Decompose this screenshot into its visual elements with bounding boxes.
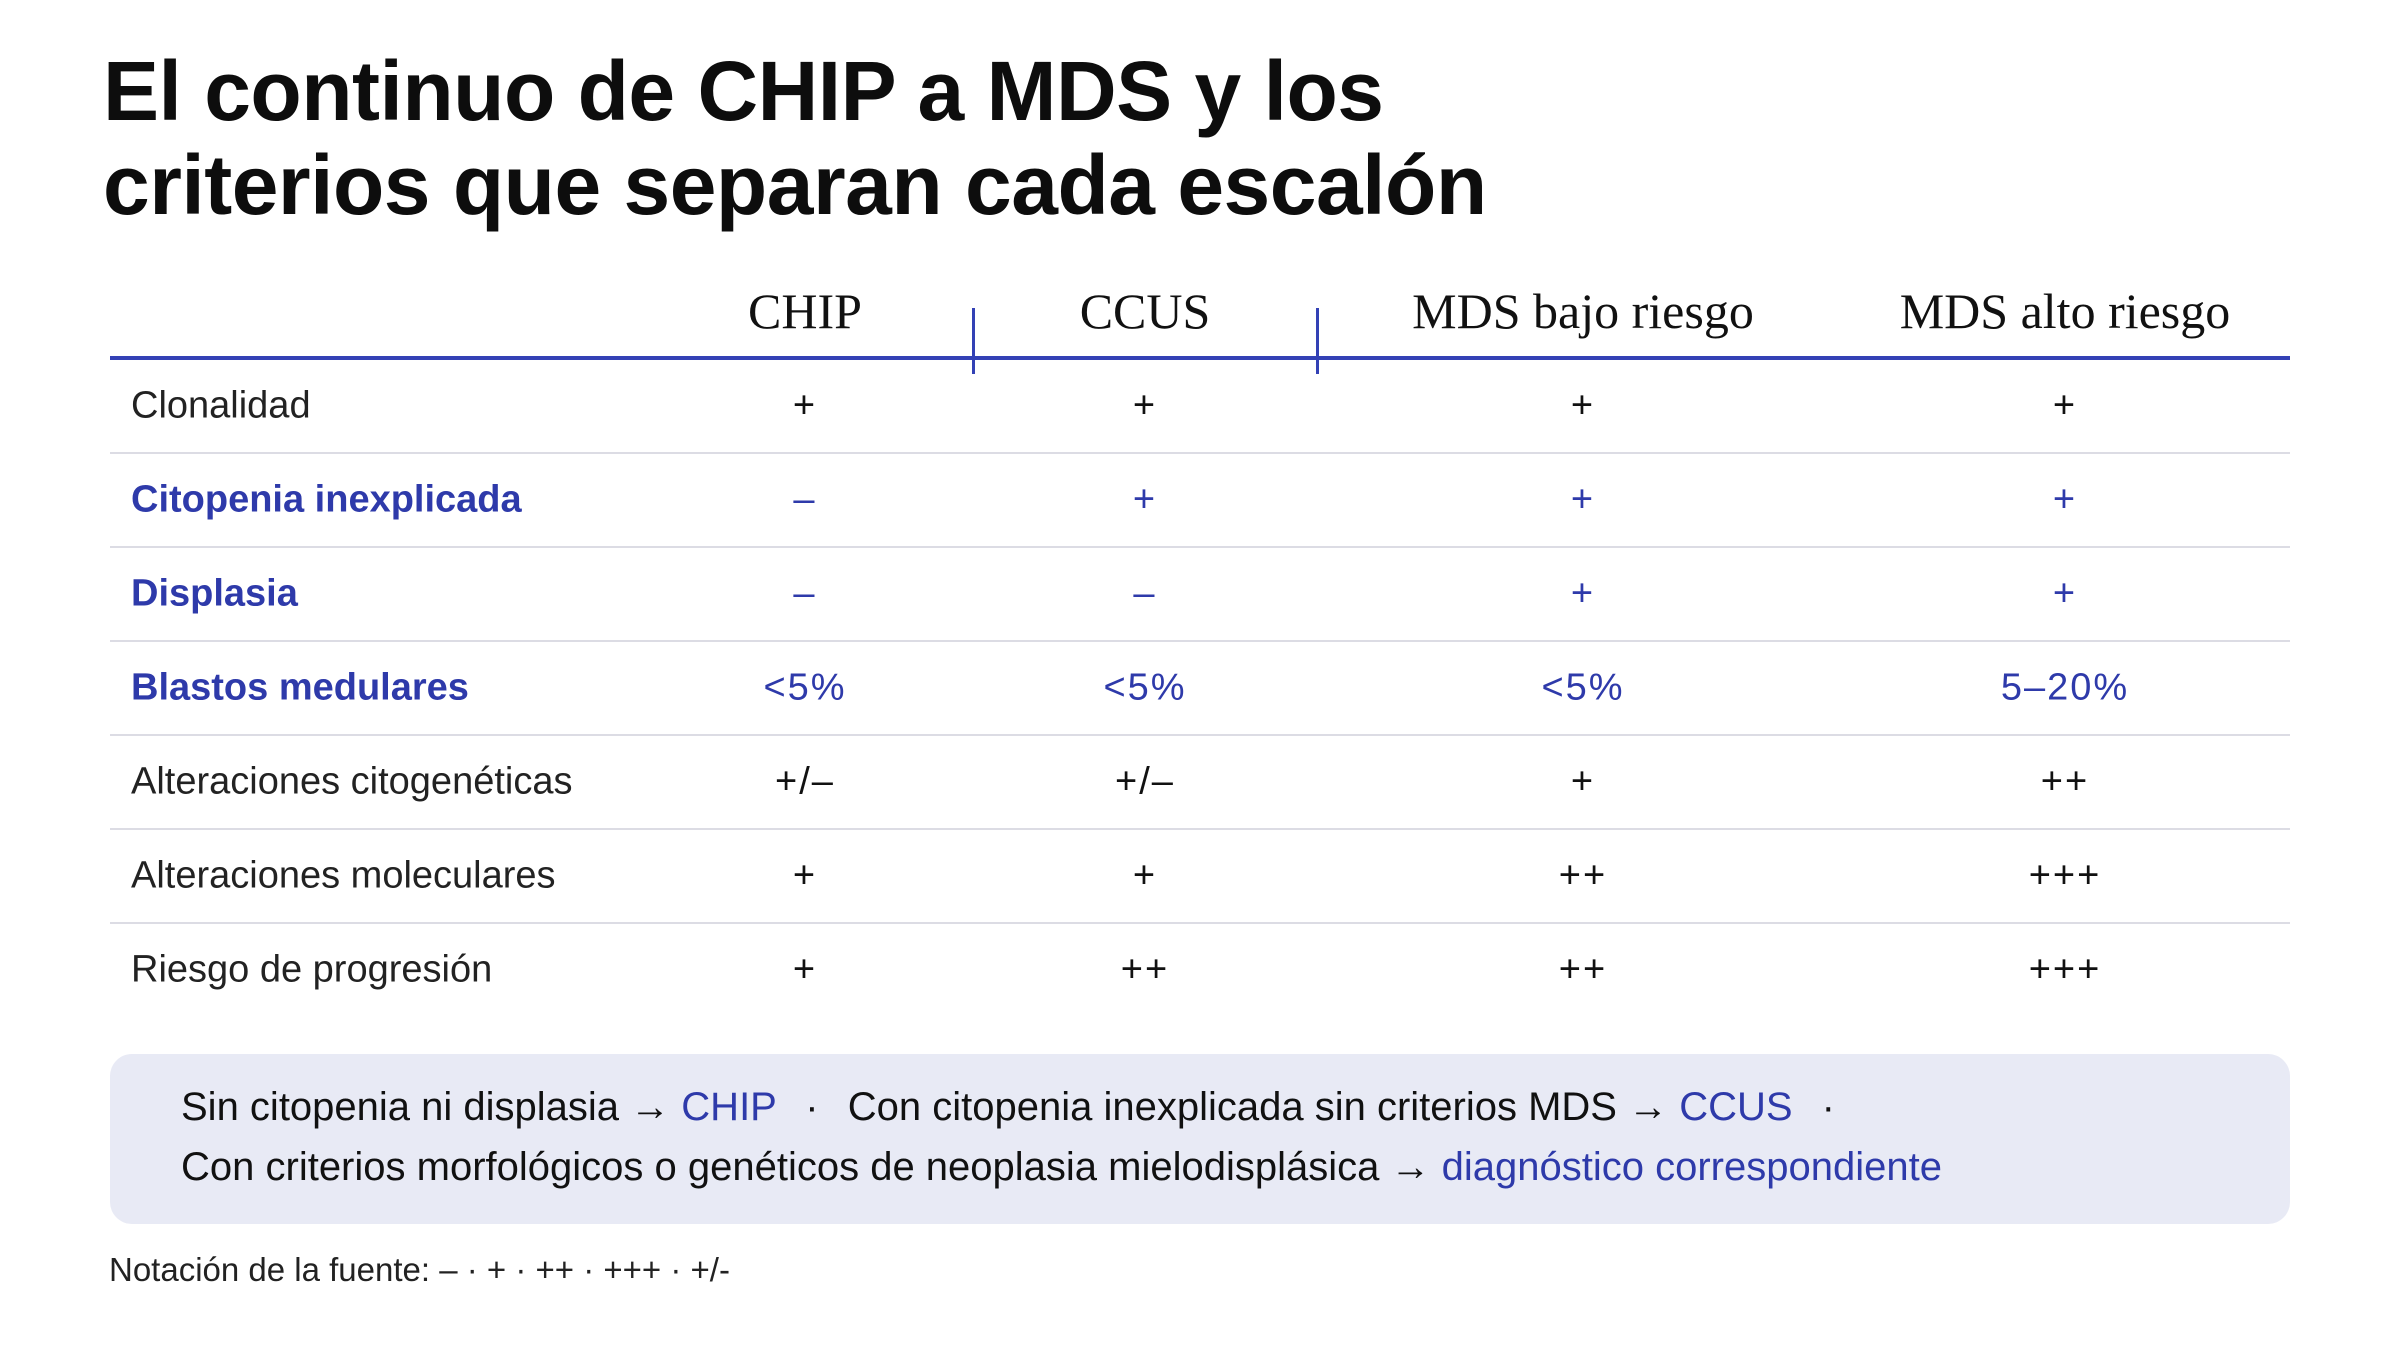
cell-ccus: <5%	[1103, 666, 1187, 709]
summary-line-2: Con criterios morfológicos o genéticos d…	[181, 1145, 1942, 1190]
cell-mds-high-risk: +++	[2028, 854, 2102, 897]
table-row: Citopenia inexplicada – + + +	[110, 454, 2290, 548]
column-header-ccus: CCUS	[1079, 283, 1211, 339]
slide-title-line-1: El continuo de CHIP a MDS y los	[103, 44, 1384, 138]
cell-chip: –	[793, 572, 817, 615]
slide-title: El continuo de CHIP a MDS y los criterio…	[103, 44, 1487, 232]
cell-ccus: –	[1133, 572, 1157, 615]
row-label: Blastos medulares	[131, 666, 469, 709]
header-divider-1	[972, 308, 975, 374]
slide-title-line-2: criterios que separan cada escalón	[103, 138, 1487, 232]
cell-chip: +	[792, 948, 818, 991]
cell-chip: +	[792, 854, 818, 897]
summary-highlight-ccus: CCUS	[1679, 1085, 1793, 1129]
cell-ccus: +	[1132, 384, 1158, 427]
summary-note-box: Sin citopenia ni displasia → CHIP · Con …	[110, 1054, 2290, 1224]
cell-mds-high-risk: +++	[2028, 948, 2102, 991]
summary-highlight-chip: CHIP	[681, 1085, 777, 1129]
column-header-chip: CHIP	[748, 283, 862, 339]
table-row: Riesgo de progresión + ++ ++ +++	[110, 924, 2290, 1016]
cell-chip: +	[792, 384, 818, 427]
header-divider-2	[1316, 308, 1319, 374]
summary-text-cytopenia: Con citopenia inexplicada sin criterios …	[847, 1085, 1669, 1129]
table-row: Alteraciones moleculares + + ++ +++	[110, 830, 2290, 924]
cell-mds-high-risk: +	[2052, 384, 2078, 427]
cell-mds-low-risk: ++	[1558, 854, 1608, 897]
summary-text-no-cytopenia: Sin citopenia ni displasia →	[181, 1085, 671, 1129]
column-header-mds-low-risk: MDS bajo riesgo	[1412, 283, 1754, 339]
cell-ccus: +	[1132, 478, 1158, 521]
cell-mds-high-risk: ++	[2040, 760, 2090, 803]
cell-mds-high-risk: +	[2052, 478, 2078, 521]
cell-mds-low-risk: ++	[1558, 948, 1608, 991]
cell-mds-high-risk: +	[2052, 572, 2078, 615]
row-label: Alteraciones moleculares	[131, 854, 556, 897]
table-row: Blastos medulares <5% <5% <5% 5–20%	[110, 642, 2290, 736]
summary-text-criteria: Con criterios morfológicos o genéticos d…	[181, 1145, 1431, 1189]
cell-chip: –	[793, 478, 817, 521]
cell-mds-low-risk: <5%	[1541, 666, 1625, 709]
cell-mds-low-risk: +	[1570, 760, 1596, 803]
summary-bullet-1: ·	[805, 1085, 819, 1129]
row-label: Riesgo de progresión	[131, 948, 493, 991]
table-row: Clonalidad + + + +	[110, 360, 2290, 454]
table-header: CHIP CCUS MDS bajo riesgo MDS alto riesg…	[110, 270, 2290, 374]
table-body: Clonalidad + + + + Citopenia inexplicada – + + + D…	[110, 360, 2290, 1016]
cell-ccus: +	[1132, 854, 1158, 897]
criteria-table: CHIP CCUS MDS bajo riesgo MDS alto riesg…	[110, 270, 2290, 1016]
row-label: Alteraciones citogenéticas	[131, 760, 573, 803]
source-notation: Notación de la fuente: – · + · ++ · +++ …	[109, 1251, 730, 1288]
summary-highlight-diagnosis: diagnóstico correspondiente	[1441, 1145, 1942, 1189]
row-label: Displasia	[131, 572, 298, 615]
row-label: Citopenia inexplicada	[131, 478, 522, 521]
cell-mds-low-risk: +	[1570, 384, 1596, 427]
summary-bullet-2: ·	[1821, 1085, 1835, 1129]
row-label: Clonalidad	[131, 384, 311, 427]
cell-chip: <5%	[763, 666, 847, 709]
table-row: Alteraciones citogenéticas +/– +/– + ++	[110, 736, 2290, 830]
table-row: Displasia – – + +	[110, 548, 2290, 642]
column-header-mds-high-risk: MDS alto riesgo	[1899, 283, 2231, 339]
cell-mds-low-risk: +	[1570, 478, 1596, 521]
cell-mds-low-risk: +	[1570, 572, 1596, 615]
cell-ccus: ++	[1120, 948, 1170, 991]
summary-line-1: Sin citopenia ni displasia → CHIP · Con …	[181, 1085, 1853, 1130]
cell-chip: +/–	[775, 760, 835, 803]
cell-mds-high-risk: 5–20%	[2000, 666, 2130, 709]
cell-ccus: +/–	[1115, 760, 1175, 803]
